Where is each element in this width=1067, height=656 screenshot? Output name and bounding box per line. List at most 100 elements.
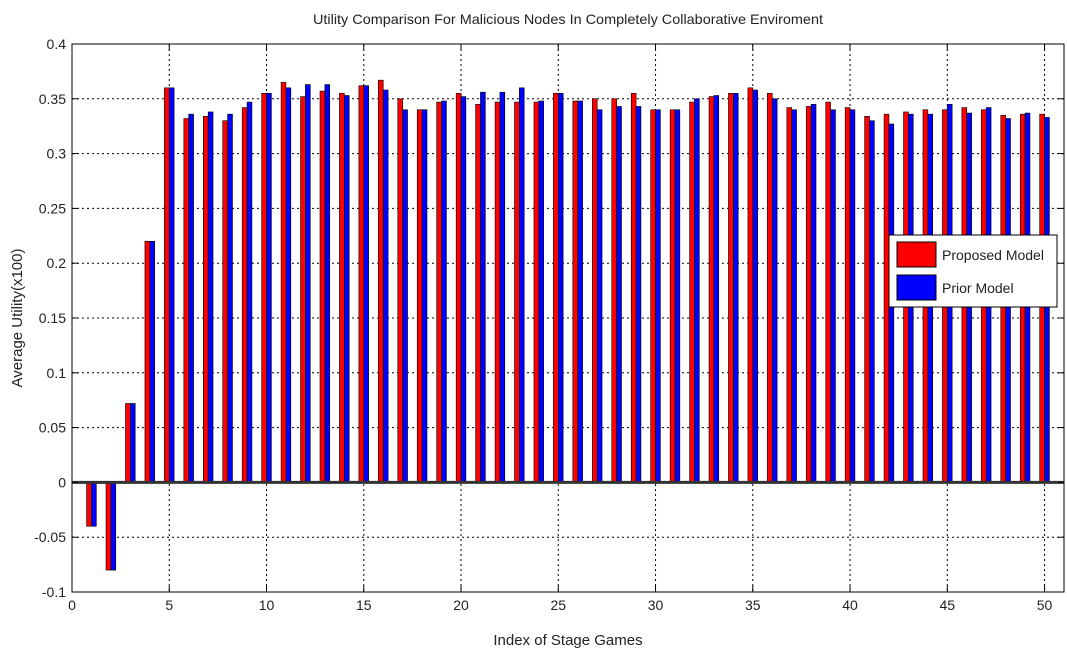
- legend-label-proposed: Proposed Model: [942, 247, 1044, 263]
- bar-prior-13: [324, 84, 331, 483]
- bar-proposed-41: [864, 116, 870, 483]
- bar-prior-18: [421, 109, 428, 483]
- bar-prior-3: [130, 403, 136, 483]
- bar-proposed-27: [592, 98, 598, 483]
- bar-prior-16: [382, 89, 389, 483]
- bar-proposed-42: [883, 113, 890, 483]
- bar-proposed-20: [455, 93, 462, 483]
- bar-proposed-13: [319, 90, 326, 483]
- bar-prior-22: [499, 91, 506, 483]
- y-tick-label: 0.15: [39, 310, 66, 326]
- bar-proposed-9: [241, 107, 248, 483]
- bar-proposed-1: [86, 482, 92, 527]
- bar-prior-9: [246, 101, 253, 483]
- bar-prior-28: [616, 106, 622, 483]
- legend: Proposed Model Prior Model: [888, 234, 1058, 308]
- y-tick-label: 0: [58, 474, 66, 490]
- bar-proposed-15: [358, 85, 365, 483]
- bar-prior-8: [227, 113, 233, 483]
- bar-proposed-28: [611, 98, 617, 483]
- y-tick-label: 0.1: [47, 365, 67, 381]
- bar-prior-6: [188, 113, 194, 483]
- bar-prior-20: [460, 96, 467, 483]
- y-tick-label: 0.4: [47, 36, 67, 52]
- bar-proposed-10: [261, 93, 267, 483]
- bar-proposed-22: [494, 101, 501, 483]
- bar-prior-21: [480, 91, 486, 483]
- legend-label-prior: Prior Model: [942, 280, 1014, 296]
- bar-prior-31: [674, 109, 681, 483]
- y-tick-label: 0.05: [39, 420, 66, 436]
- bar-prior-30: [655, 109, 661, 483]
- bar-proposed-38: [805, 106, 812, 483]
- bar-prior-41: [869, 120, 875, 483]
- axes: [71, 43, 1064, 593]
- bar-proposed-34: [728, 93, 734, 483]
- y-tick-label: -0.1: [42, 584, 66, 600]
- bar-prior-17: [402, 109, 408, 483]
- bar-prior-29: [635, 106, 642, 483]
- x-tick-label: 20: [453, 597, 469, 613]
- bar-proposed-24: [533, 101, 540, 483]
- bar-proposed-30: [650, 109, 656, 483]
- bar-prior-37: [791, 109, 797, 483]
- bar-proposed-12: [300, 96, 306, 483]
- bar-prior-1: [91, 482, 97, 527]
- bar-prior-11: [285, 87, 292, 483]
- bar-prior-32: [694, 98, 700, 483]
- bar-proposed-29: [630, 93, 637, 483]
- bar-prior-12: [305, 84, 311, 483]
- bar-proposed-2: [105, 482, 112, 571]
- y-tick-label: 0.2: [47, 255, 67, 271]
- bar-prior-33: [713, 95, 720, 483]
- bar-proposed-11: [280, 82, 287, 483]
- y-axis-label: Average Utility(x100): [9, 249, 26, 388]
- x-tick-label: 40: [842, 597, 858, 613]
- x-tick-label: 25: [550, 597, 566, 613]
- bar-proposed-7: [202, 116, 209, 483]
- bar-proposed-39: [825, 101, 831, 483]
- x-tick-label: 0: [68, 597, 76, 613]
- y-tick-label: 0.3: [47, 146, 67, 162]
- bars: [86, 79, 1050, 571]
- bar-prior-25: [557, 93, 564, 483]
- bar-prior-34: [733, 93, 739, 483]
- y-tick-label: -0.05: [34, 529, 66, 545]
- x-tick-label: 5: [165, 597, 173, 613]
- bar-prior-24: [538, 100, 544, 483]
- bar-prior-23: [519, 87, 525, 483]
- bar-proposed-17: [397, 98, 403, 483]
- bar-proposed-36: [767, 93, 773, 483]
- bar-proposed-25: [553, 93, 559, 483]
- bar-prior-5: [168, 87, 175, 483]
- bar-prior-7: [207, 111, 214, 483]
- x-tick-label: 10: [259, 597, 275, 613]
- bar-proposed-5: [164, 87, 170, 483]
- x-axis-label: Index of Stage Games: [493, 632, 642, 649]
- bar-prior-38: [810, 103, 817, 483]
- bar-proposed-40: [844, 107, 851, 483]
- x-tick-label: 35: [745, 597, 761, 613]
- bar-prior-19: [441, 100, 447, 483]
- chart-title: Utility Comparison For Malicious Nodes I…: [313, 11, 823, 27]
- bar-proposed-16: [378, 79, 384, 483]
- bar-prior-26: [577, 100, 583, 483]
- y-tick-label: 0.25: [39, 200, 66, 216]
- bar-proposed-35: [747, 87, 754, 483]
- bar-proposed-3: [125, 403, 131, 483]
- bar-prior-14: [344, 95, 350, 483]
- bar-proposed-32: [689, 101, 695, 483]
- tick-labels: 0 5 10 15 20 25 30 35 40 45 50 -0.1 -0.05 0 0.05 0.1 0.1…: [34, 36, 1052, 613]
- x-tick-label: 15: [356, 597, 372, 613]
- bar-proposed-18: [416, 109, 423, 483]
- bar-proposed-26: [572, 100, 579, 483]
- bar-prior-27: [596, 109, 603, 483]
- bar-prior-10: [266, 93, 272, 483]
- bar-proposed-37: [786, 107, 792, 483]
- bar-proposed-4: [144, 240, 151, 483]
- x-tick-label: 45: [940, 597, 956, 613]
- bar-prior-2: [110, 482, 117, 571]
- bar-prior-39: [830, 109, 836, 483]
- bar-prior-35: [752, 89, 758, 483]
